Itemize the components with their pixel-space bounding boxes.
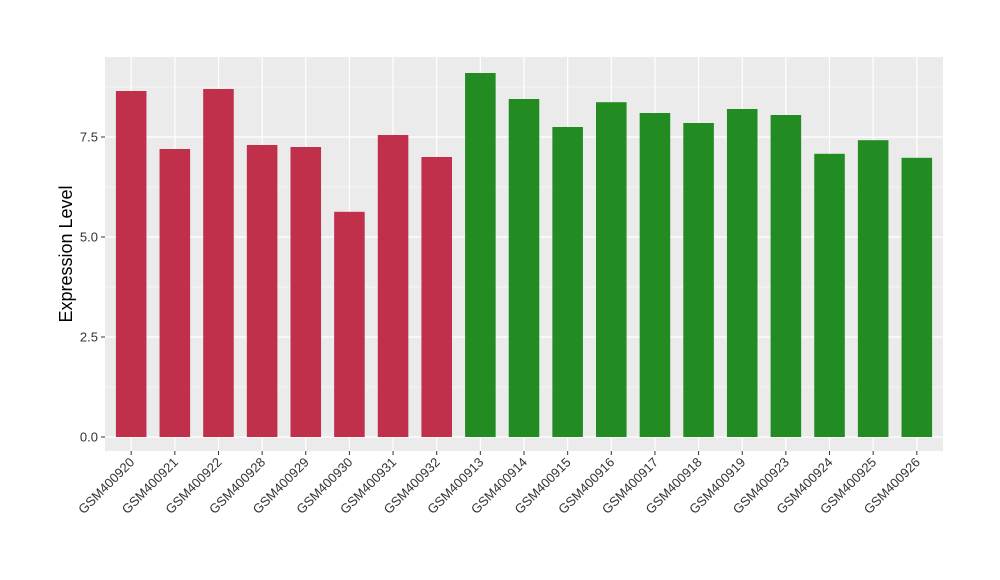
y-tick-label: 7.5: [80, 130, 98, 145]
x-axis: GSM400920GSM400921GSM400922GSM400928GSM4…: [75, 451, 923, 517]
bar-gsm400920: [115, 91, 147, 437]
bar-gsm400919: [726, 109, 758, 437]
bar-gsm400925: [857, 140, 889, 437]
y-tick-label: 5.0: [80, 230, 98, 245]
bar-gsm400924: [814, 153, 845, 438]
bar-gsm400929: [290, 147, 322, 437]
bar-gsm400913: [465, 73, 496, 437]
bar-gsm400914: [508, 99, 540, 437]
bar-gsm400930: [334, 211, 365, 437]
bar-gsm400932: [421, 157, 452, 437]
bar-gsm400921: [159, 149, 191, 437]
bar-gsm400926: [901, 157, 933, 438]
bar-gsm400915: [552, 127, 583, 437]
bar-gsm400928: [246, 145, 278, 437]
bar-gsm400918: [683, 123, 714, 437]
bars: [115, 73, 933, 438]
bar-gsm400917: [639, 113, 671, 437]
bar-gsm400931: [377, 135, 409, 437]
y-tick-label: 0.0: [80, 430, 98, 445]
y-axis-title: Expression Level: [56, 185, 76, 322]
bar-gsm400923: [770, 115, 802, 437]
y-tick-label: 2.5: [80, 330, 98, 345]
y-axis: 0.0 2.5 5.0 7.5: [80, 130, 105, 445]
bar-gsm400916: [596, 102, 627, 437]
bar-gsm400922: [203, 89, 234, 437]
